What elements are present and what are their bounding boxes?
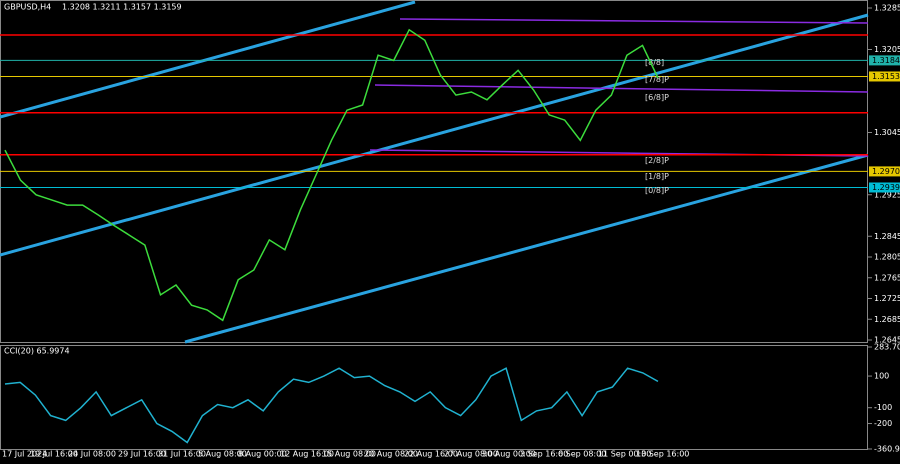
- time-label: 11 Sep 00:00: [598, 450, 651, 459]
- cci-label: -360.984: [874, 445, 900, 454]
- channel-line: [0, 13, 869, 257]
- level-label: 1.2970: [872, 167, 900, 176]
- purple-line: [374, 84, 869, 93]
- murray-label: [1/8]P: [645, 172, 669, 181]
- cci-label: 100: [874, 372, 889, 381]
- level-tag: [869, 166, 900, 177]
- cci-line: [4, 367, 659, 444]
- time-label: 13 Sep 16:00: [636, 450, 689, 459]
- indicator-frame: [0, 345, 868, 450]
- channel-line: [0, 0, 416, 119]
- price-label: 1.2925: [874, 190, 900, 199]
- price-line: [4, 28, 659, 322]
- header-quote: 1.3208 1.3211 1.3157 1.3159: [62, 3, 182, 12]
- header-symbol: GBPUSD,H4: [4, 3, 51, 12]
- channel-line: [184, 153, 869, 344]
- time-label: 3 Sep 16:00: [520, 450, 568, 459]
- level-label: 1.3184: [872, 56, 900, 65]
- time-label: 6 Sep 08:00: [558, 450, 606, 459]
- level-tag: [869, 71, 900, 82]
- time-label: 8 Aug 00:00: [238, 450, 287, 459]
- price-label: 1.2725: [874, 294, 900, 303]
- time-label: 20 Aug 08:00: [364, 450, 418, 459]
- cci-label: -100: [874, 403, 892, 412]
- price-label: 1.2685: [874, 315, 900, 324]
- purple-line: [399, 18, 869, 24]
- murray-label: [7/8]P: [645, 75, 669, 84]
- murray-label: [0/8]P: [645, 186, 669, 195]
- time-label: 27 Aug 08:00: [444, 450, 498, 459]
- level-tag: [869, 182, 900, 193]
- time-label: 5 Aug 08:00: [198, 450, 247, 459]
- price-label: 1.2645: [874, 336, 900, 345]
- murray-label: [6/8]P: [645, 93, 669, 102]
- price-label: 1.3285: [874, 4, 900, 13]
- price-label: 1.3205: [874, 45, 900, 54]
- time-label: 15 Aug 08:00: [322, 450, 376, 459]
- time-label: 22 Aug 16:00: [404, 450, 458, 459]
- price-label: 1.2845: [874, 232, 900, 241]
- price-label: 1.3045: [874, 128, 900, 137]
- level-label: 1.3153: [872, 72, 900, 81]
- murray-label: [2/8]P: [645, 156, 669, 165]
- cci-title: CCI(20) 65.9974: [4, 347, 70, 356]
- cci-label: 283.7093: [874, 343, 900, 352]
- price-label: 1.2805: [874, 253, 900, 262]
- time-label: 17 Jul 2024: [2, 450, 47, 459]
- time-label: 29 Jul 16:00: [118, 450, 166, 459]
- time-label: 31 Jul 16:00: [158, 450, 206, 459]
- time-label: 12 Aug 16:00: [280, 450, 334, 459]
- price-label: 1.2765: [874, 273, 900, 282]
- level-tag: [869, 55, 900, 66]
- time-label: 30 Aug 00:00: [482, 450, 536, 459]
- time-label: 19 Jul 16:00: [30, 450, 78, 459]
- cci-label: -200: [874, 419, 892, 428]
- murray-label: [8/8]: [645, 58, 664, 67]
- level-label: 1.2939: [872, 183, 900, 192]
- time-label: 24 Jul 08:00: [68, 450, 116, 459]
